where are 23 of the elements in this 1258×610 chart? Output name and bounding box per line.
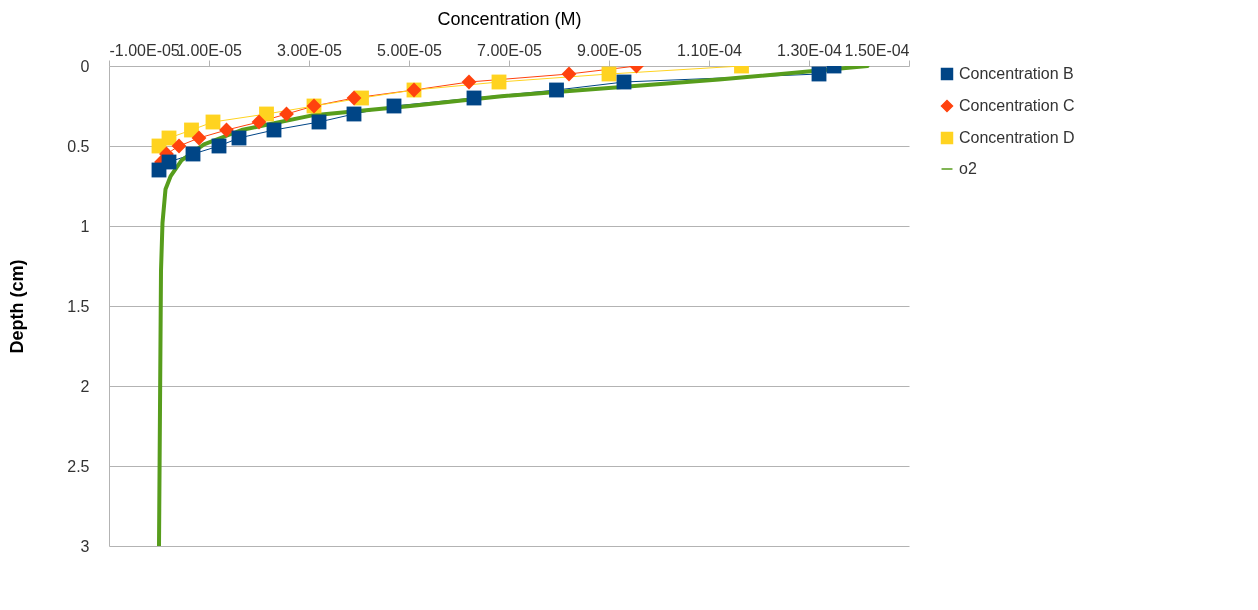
y-axis-title: Depth (cm) <box>7 259 28 354</box>
line-series <box>157 66 870 546</box>
legend-label: Concentration D <box>959 129 1075 146</box>
y-tick-label: 3 <box>80 537 90 555</box>
x-tick-label: 1.10E-04 <box>677 41 743 59</box>
x-axis-title: Concentration (M) <box>437 8 582 29</box>
legend-label: o2 <box>959 160 977 177</box>
y-tick-label: 0.5 <box>67 137 90 155</box>
y-tick-label: 0 <box>80 57 90 75</box>
y-tick-label: 2 <box>80 377 90 395</box>
y-tick-label: 1 <box>80 217 90 235</box>
x-tick-label: 1.00E-05 <box>177 41 243 59</box>
x-tick-label: 7.00E-05 <box>477 41 543 59</box>
legend-label: Concentration C <box>959 97 1075 114</box>
x-tick-label: -1.00E-05 <box>109 41 180 59</box>
y-tick-label: 1.5 <box>67 297 90 315</box>
x-tick-label: 3.00E-05 <box>277 41 343 59</box>
x-tick-label: 5.00E-05 <box>377 41 443 59</box>
x-tick-label: 1.30E-04 <box>777 41 843 59</box>
legend-label: Concentration B <box>959 65 1074 82</box>
x-tick-label: 1.50E-04 <box>844 41 910 59</box>
x-tick-label: 9.00E-05 <box>577 41 643 59</box>
y-tick-label: 2.5 <box>67 457 90 475</box>
